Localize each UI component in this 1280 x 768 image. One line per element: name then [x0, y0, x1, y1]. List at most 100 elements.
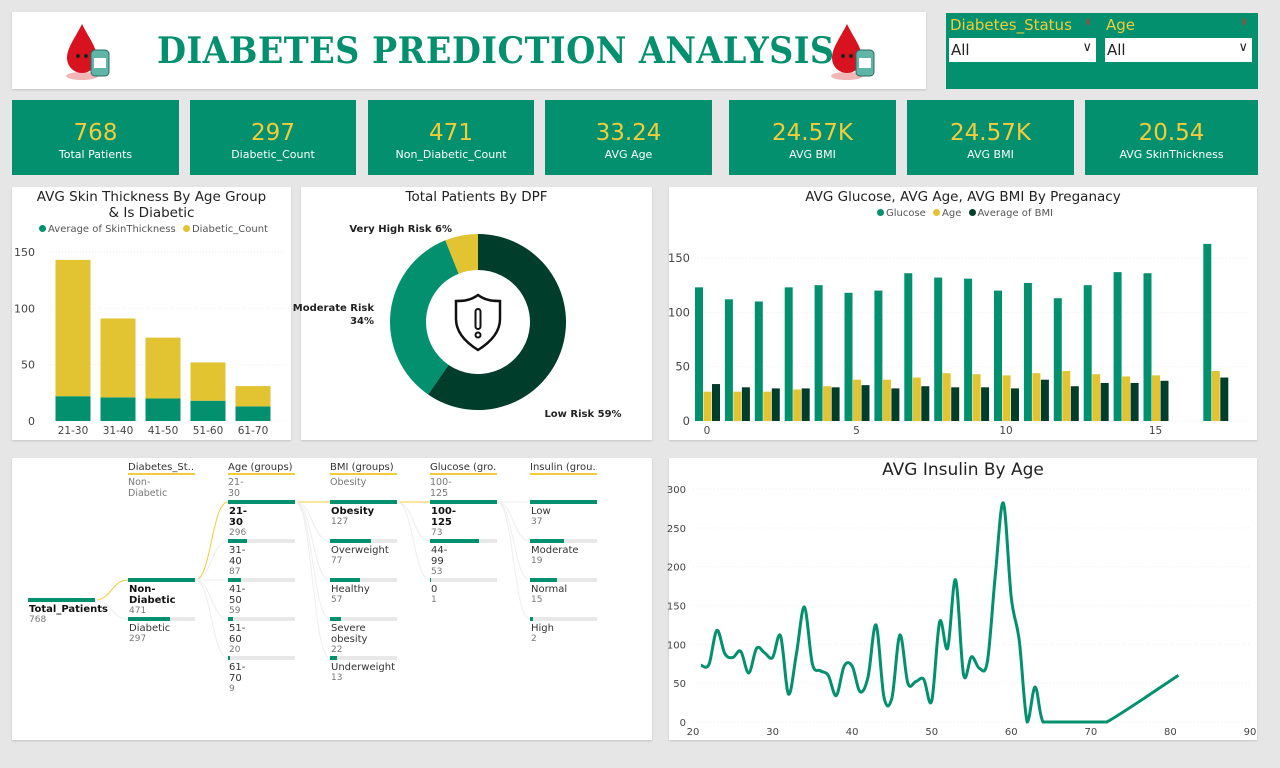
node-bar[interactable]: [228, 578, 295, 582]
bar-age: [793, 389, 802, 421]
tree-node[interactable]: Moderate 19: [531, 545, 579, 566]
node-label: 61-70: [229, 662, 246, 684]
tree-node[interactable]: Healthy 57: [331, 584, 370, 605]
node-label: 21-30: [229, 506, 248, 528]
node-bar[interactable]: [128, 578, 195, 582]
kpi-value: 24.57K: [950, 120, 1031, 146]
tree-node[interactable]: 44-99 53: [431, 545, 447, 577]
bar-age: [1122, 376, 1131, 421]
tree-node[interactable]: Non-Diabetic 471: [129, 584, 176, 616]
chart-title: AVG Skin Thickness By Age Group & Is Dia…: [36, 189, 267, 221]
connector: [396, 501, 431, 542]
node-bar[interactable]: [228, 656, 295, 660]
tree-node[interactable]: 51-60 20: [229, 623, 245, 655]
x-tick-label: 5: [853, 425, 860, 437]
node-bar[interactable]: [430, 578, 497, 582]
node-bar[interactable]: [330, 578, 397, 582]
bar-average of skinthickness: [145, 398, 181, 421]
node-label: 44-99: [431, 545, 448, 567]
legend-dot: [876, 209, 884, 216]
level-header[interactable]: Glucose (gro...: [430, 462, 497, 475]
node-value: 19: [531, 556, 543, 566]
level-header[interactable]: Diabetes_St...: [128, 462, 195, 475]
chart-title: AVG Glucose, AVG Age, AVG BMI By Pregana…: [805, 189, 1121, 205]
diabetes-status-dropdown[interactable]: All ∨: [949, 38, 1096, 62]
tree-node[interactable]: Overweight 77: [331, 545, 389, 566]
node-bar[interactable]: [530, 539, 597, 543]
bar-average-of-bmi: [981, 387, 990, 421]
level-header[interactable]: Age (groups): [228, 462, 295, 475]
bar-average-of-bmi: [741, 387, 750, 421]
node-bar[interactable]: [330, 617, 397, 621]
tree-node[interactable]: Severe obesity 22: [331, 623, 367, 655]
page-title: DIABETES PREDICTION ANALYSIS: [157, 30, 835, 72]
bar-average of skinthickness: [190, 400, 226, 421]
y-tick-label: 200: [667, 563, 686, 574]
node-bar[interactable]: [28, 598, 95, 602]
bar-average-of-bmi: [771, 388, 780, 421]
node-bar[interactable]: [530, 617, 597, 621]
node-label: High: [531, 623, 554, 634]
bar-diabetic-count: [100, 318, 136, 398]
connector: [194, 579, 229, 659]
node-label: Overweight: [331, 545, 389, 556]
level-header[interactable]: BMI (groups): [330, 462, 397, 475]
shield-outline: [454, 293, 502, 352]
node-bar[interactable]: [530, 578, 597, 582]
x-tick-label: 90: [1244, 727, 1257, 738]
chevron-down-icon: ∨: [1238, 40, 1248, 55]
node-label: Moderate: [531, 545, 579, 556]
node-bar[interactable]: [330, 500, 397, 504]
y-tick-label: 100: [14, 302, 35, 315]
node-bar[interactable]: [330, 539, 397, 543]
node-bar[interactable]: [330, 656, 397, 660]
tree-node[interactable]: Underweight 13: [331, 662, 395, 683]
node-value: 20: [229, 645, 241, 655]
kpi-avg-age: 33.24 AVG Age: [545, 100, 712, 175]
bar-age: [823, 386, 832, 421]
tree-node[interactable]: 31-40 87: [229, 545, 245, 577]
bar-age: [1062, 371, 1071, 421]
tree-node[interactable]: 41-50 59: [229, 584, 245, 616]
age-dropdown[interactable]: All ∨: [1105, 38, 1252, 62]
tree-node[interactable]: 100-125 73: [431, 506, 456, 538]
x-tick-label: 10: [999, 425, 1012, 437]
tree-node[interactable]: Diabetic 297: [129, 623, 170, 644]
bar-glucose: [1143, 273, 1152, 421]
node-bar[interactable]: [228, 539, 295, 543]
connector: [194, 501, 229, 581]
node-bar[interactable]: [228, 617, 295, 621]
node-bar[interactable]: [128, 617, 195, 621]
node-bar[interactable]: [228, 500, 295, 504]
chevron-down-icon[interactable]: ∨: [1083, 15, 1092, 28]
y-tick-label: 50: [673, 679, 686, 690]
bar-average-of-bmi: [861, 385, 870, 421]
kpi-avg-skin-thickness: 20.54 AVG SkinThickness: [1085, 100, 1258, 175]
tree-node[interactable]: Normal 15: [531, 584, 567, 605]
node-bar[interactable]: [430, 500, 497, 504]
bar-average-of-bmi: [712, 384, 720, 421]
tree-node[interactable]: Low 37: [531, 506, 551, 527]
donut-slice-low-risk: [428, 234, 567, 411]
node-value: 15: [531, 595, 543, 605]
bar-average-of-bmi: [1011, 388, 1019, 421]
tree-node[interactable]: 21-30 296: [229, 506, 247, 538]
tree-node[interactable]: 61-70 9: [229, 662, 245, 694]
node-bar[interactable]: [530, 500, 597, 504]
tree-node[interactable]: Obesity 127: [331, 506, 374, 527]
level-selected-value: Obesity: [330, 477, 367, 488]
node-value: 77: [331, 556, 343, 566]
level-selected-value: 21-30: [228, 477, 244, 499]
kpi-value: 20.54: [1138, 120, 1205, 146]
node-bar[interactable]: [430, 539, 497, 543]
chevron-down-icon[interactable]: ∨: [1239, 15, 1248, 28]
tree-node[interactable]: Total_Patients 768: [29, 604, 108, 625]
slicer-label: Diabetes_Status: [950, 16, 1072, 34]
y-tick-label: 150: [14, 246, 35, 259]
kpi-label: AVG SkinThickness: [1119, 148, 1224, 161]
node-value: 9: [229, 684, 235, 694]
tree-node[interactable]: High 2: [531, 623, 554, 644]
level-header[interactable]: Insulin (grou...: [530, 462, 597, 475]
